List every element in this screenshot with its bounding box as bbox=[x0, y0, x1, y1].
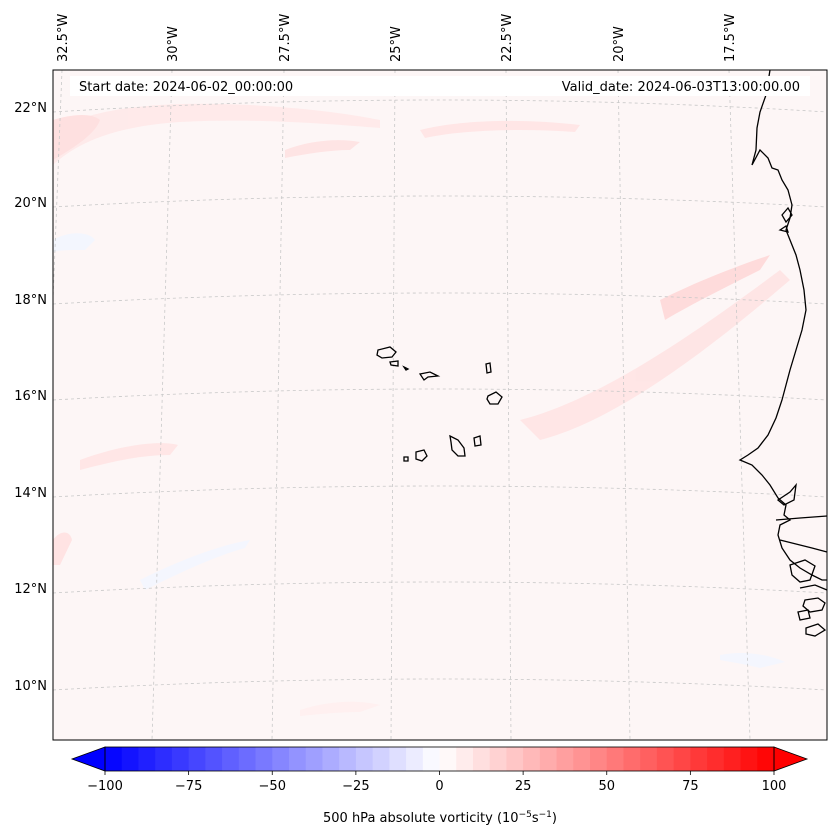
colorbar-ticks: −100 −75 −50 −25 0 25 50 75 100 bbox=[87, 771, 786, 794]
colorbar-segment bbox=[640, 747, 658, 771]
vorticity-shading bbox=[53, 103, 790, 716]
colorbar-segment bbox=[556, 747, 574, 771]
lon-label-25w: 25°W bbox=[389, 26, 404, 62]
colorbar-segment bbox=[723, 747, 742, 771]
vorticity-field-background bbox=[53, 70, 827, 740]
map-panel: Start date: 2024-06-02_00:00:00 Valid_da… bbox=[52, 69, 828, 741]
lon-label-30w: 30°W bbox=[166, 26, 181, 62]
lon-label-32-5w: 32.5°W bbox=[56, 14, 71, 62]
island-maio bbox=[473, 435, 482, 447]
colorbar-segment bbox=[523, 747, 541, 771]
island-santo-antao bbox=[376, 346, 397, 359]
lon-label-22-5w: 22.5°W bbox=[500, 14, 515, 62]
island-santa-luzia bbox=[402, 365, 410, 371]
colorbar-segment bbox=[573, 747, 591, 771]
island-brava bbox=[403, 456, 409, 462]
colorbar-max-extend bbox=[773, 746, 809, 772]
colorbar-segment bbox=[171, 747, 190, 771]
colorbar-tick-label: 100 bbox=[762, 779, 787, 794]
valid-date-label: Valid_date: 2024-06-03T13:00:00.00 bbox=[562, 80, 800, 95]
colorbar-segment bbox=[707, 747, 725, 771]
colorbar-segment bbox=[322, 747, 340, 771]
colorbar-tick-label: −75 bbox=[175, 779, 202, 794]
lat-label-18n: 18°N bbox=[14, 293, 47, 308]
island-santiago bbox=[449, 434, 466, 457]
lat-label-20n: 20°N bbox=[14, 196, 47, 211]
colorbar-tick-label: 75 bbox=[682, 779, 699, 794]
colorbar-segment bbox=[656, 747, 675, 771]
colorbar-min-extend bbox=[70, 746, 106, 772]
colorbar-tick-label: 50 bbox=[598, 779, 615, 794]
colorbar-segment bbox=[255, 747, 273, 771]
island-sao-nicolau bbox=[418, 371, 441, 381]
colorbar-segment bbox=[339, 747, 357, 771]
colorbar-tick-label: −25 bbox=[342, 779, 369, 794]
colorbar-tick-label: 0 bbox=[435, 779, 443, 794]
colorbar-segment bbox=[205, 747, 223, 771]
colorbar-segment bbox=[740, 747, 758, 771]
lat-label-16n: 16°N bbox=[14, 389, 47, 404]
colorbar: −100 −75 −50 −25 0 25 50 75 100 500 hPa absolute… bbox=[70, 746, 809, 826]
lat-label-22n: 22°N bbox=[14, 101, 47, 116]
lon-label-17-5w: 17.5°W bbox=[723, 14, 738, 62]
colorbar-segment bbox=[456, 747, 474, 771]
latitude-gridlines bbox=[52, 99, 828, 691]
lon-label-27-5w: 27.5°W bbox=[278, 14, 293, 62]
longitude-gridlines bbox=[52, 69, 751, 741]
cape-verde-islands bbox=[376, 346, 503, 462]
colorbar-segment bbox=[673, 747, 691, 771]
lat-label-12n: 12°N bbox=[14, 582, 47, 597]
latitude-tick-labels: 22°N 20°N 18°N 16°N 14°N 12°N 10°N bbox=[14, 101, 47, 694]
colorbar-segment bbox=[690, 747, 708, 771]
colorbar-segment bbox=[105, 747, 123, 771]
colorbar-segment bbox=[439, 747, 457, 771]
colorbar-segment bbox=[355, 747, 374, 771]
lon-label-20w: 20°W bbox=[612, 26, 627, 62]
colorbar-segment bbox=[757, 747, 775, 771]
colorbar-segment bbox=[389, 747, 407, 771]
colorbar-segment bbox=[590, 747, 608, 771]
start-date-label: Start date: 2024-06-02_00:00:00 bbox=[79, 80, 293, 95]
island-fogo bbox=[415, 449, 428, 462]
colorbar-segment bbox=[422, 747, 441, 771]
colorbar-segment bbox=[305, 747, 324, 771]
colorbar-segment bbox=[272, 747, 290, 771]
colorbar-segment bbox=[188, 747, 206, 771]
header-band bbox=[70, 76, 810, 96]
colorbar-segment bbox=[288, 747, 307, 771]
island-sal bbox=[485, 362, 492, 374]
colorbar-segment bbox=[406, 747, 424, 771]
colorbar-segment bbox=[539, 747, 558, 771]
colorbar-segment bbox=[623, 747, 641, 771]
colorbar-segment bbox=[372, 747, 390, 771]
west-africa-coastline bbox=[738, 69, 828, 637]
colorbar-segment bbox=[138, 747, 156, 771]
colorbar-segments bbox=[105, 747, 775, 771]
colorbar-label: 500 hPa absolute vorticity (10−5s−1) bbox=[323, 810, 557, 826]
lat-label-14n: 14°N bbox=[14, 486, 47, 501]
longitude-tick-labels: 32.5°W 30°W 27.5°W 25°W 22.5°W 20°W 17.5… bbox=[56, 14, 738, 62]
colorbar-segment bbox=[222, 747, 240, 771]
colorbar-segment bbox=[606, 747, 625, 771]
colorbar-tick-label: 25 bbox=[515, 779, 532, 794]
colorbar-segment bbox=[489, 747, 508, 771]
lat-label-10n: 10°N bbox=[14, 679, 47, 694]
colorbar-tick-label: −50 bbox=[259, 779, 286, 794]
colorbar-segment bbox=[472, 747, 491, 771]
island-sao-vicente bbox=[389, 360, 399, 367]
colorbar-segment bbox=[238, 747, 257, 771]
colorbar-segment bbox=[506, 747, 524, 771]
map-frame bbox=[52, 69, 828, 741]
island-boa-vista bbox=[486, 391, 503, 405]
colorbar-segment bbox=[121, 747, 140, 771]
colorbar-tick-label: −100 bbox=[87, 779, 123, 794]
colorbar-segment bbox=[155, 747, 173, 771]
